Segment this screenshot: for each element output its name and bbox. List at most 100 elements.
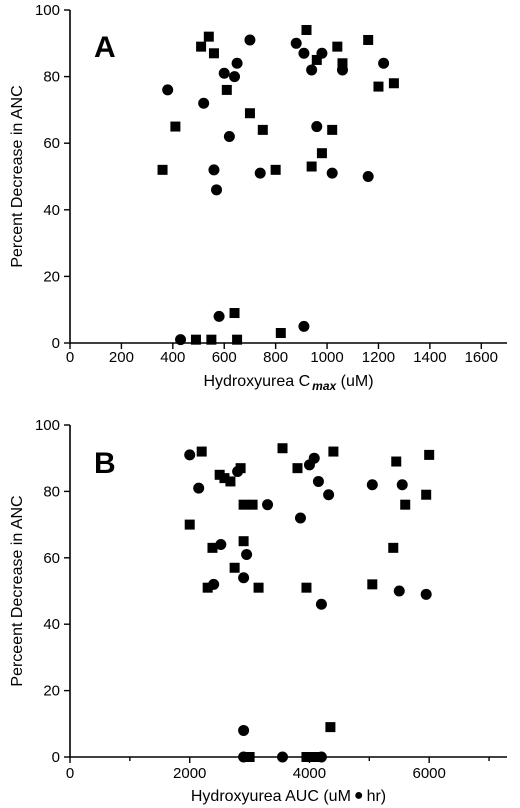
data-point-circle — [362, 171, 374, 182]
data-point-square — [328, 446, 339, 457]
data-point-circle — [315, 598, 327, 610]
data-point-circle — [277, 751, 289, 763]
data-point-circle — [223, 131, 235, 143]
x-tick-label: 200 — [109, 349, 134, 366]
data-point-circle — [323, 489, 335, 501]
y-tick-label: 0 — [52, 749, 60, 766]
x-tick-label: 600 — [212, 349, 237, 366]
x-axis-title: Hydroxyurea AUC (uM ● hr) — [191, 787, 386, 805]
y-tick-label: 100 — [35, 2, 60, 19]
data-point-circle — [244, 34, 256, 46]
x-tick-label: 0 — [66, 765, 74, 782]
x-tick-label: 6000 — [412, 765, 445, 782]
x-tick-label: 1200 — [362, 349, 395, 366]
data-point-square — [301, 752, 312, 762]
data-point-circle — [262, 499, 274, 511]
bullet-glyph: ● — [354, 787, 364, 804]
data-point-circle — [254, 167, 266, 179]
data-point-square — [292, 463, 303, 474]
data-point-square — [301, 582, 312, 593]
x-axis-title-main: Hydroxyurea AUC (uM — [191, 788, 351, 805]
data-point-circle — [396, 479, 408, 491]
data-point-square — [229, 308, 240, 319]
data-point-circle — [298, 47, 310, 59]
data-point-circle — [211, 184, 223, 196]
data-point-circle — [198, 97, 210, 109]
data-point-square — [225, 476, 236, 487]
data-point-square — [325, 722, 336, 733]
panel-letter: B — [94, 447, 116, 480]
data-point-square — [337, 58, 348, 69]
data-point-square — [238, 536, 249, 547]
data-point-square — [232, 334, 243, 345]
data-point-square — [388, 542, 399, 553]
x-tick-label: 2000 — [173, 765, 206, 782]
data-point-circle — [241, 548, 253, 560]
y-tick-label: 80 — [43, 483, 60, 500]
data-point-square — [306, 161, 317, 172]
y-tick-label: 60 — [43, 550, 60, 567]
x-tick-label: 1400 — [413, 349, 446, 366]
data-point-square — [208, 48, 219, 59]
data-point-circle — [294, 512, 306, 524]
x-tick-label: 800 — [263, 349, 288, 366]
data-point-circle — [215, 539, 227, 551]
data-point-square — [235, 463, 246, 474]
data-point-square — [219, 473, 230, 484]
data-point-square — [327, 124, 338, 135]
data-point-square — [207, 542, 218, 553]
data-point-square — [244, 108, 255, 119]
data-point-square — [388, 78, 399, 89]
data-point-circle — [312, 475, 324, 487]
y-tick-label: 60 — [43, 135, 60, 152]
data-point-circle — [311, 121, 323, 133]
data-point-square — [332, 41, 343, 52]
data-point-square — [196, 41, 207, 52]
data-point-square — [244, 752, 255, 762]
data-point-circle — [378, 57, 390, 69]
data-point-circle — [193, 482, 205, 494]
data-point-square — [238, 499, 249, 510]
data-point-square — [391, 456, 402, 467]
x-axis-title-tail: hr) — [367, 788, 387, 805]
data-point-circle — [393, 585, 405, 597]
data-point-square — [424, 449, 435, 460]
data-point-circle — [162, 84, 174, 96]
y-tick-label: 40 — [43, 616, 60, 633]
x-axis-title-subscript: max — [312, 379, 337, 393]
data-point-square — [203, 31, 214, 42]
data-point-square — [400, 499, 411, 510]
data-point-square — [367, 579, 378, 590]
data-point-circle — [213, 310, 225, 322]
data-point-square — [363, 34, 374, 45]
y-tick-label: 40 — [43, 202, 60, 219]
data-point-square — [373, 81, 384, 92]
data-point-circle — [238, 724, 250, 736]
y-tick-label: 100 — [35, 417, 60, 434]
data-point-circle — [231, 57, 243, 69]
y-tick-label: 20 — [43, 683, 60, 700]
data-point-circle — [366, 479, 378, 491]
data-point-square — [421, 489, 432, 500]
y-tick-label: 80 — [43, 69, 60, 86]
data-point-circle — [238, 572, 250, 584]
data-point-square — [257, 124, 268, 135]
data-point-square — [301, 24, 312, 35]
data-point-circle — [308, 452, 320, 464]
x-tick-label: 1000 — [310, 349, 343, 366]
data-point-square — [170, 121, 181, 132]
x-axis-title-unit: (uM) — [336, 373, 373, 390]
y-tick-label: 20 — [43, 268, 60, 285]
data-point-square — [157, 164, 168, 175]
data-point-square — [311, 54, 322, 65]
x-tick-label: 1600 — [465, 349, 498, 366]
data-point-square — [316, 148, 327, 159]
y-tick-label: 0 — [52, 335, 60, 352]
data-point-square — [247, 499, 258, 510]
data-point-circle — [306, 64, 318, 76]
data-point-circle — [218, 67, 230, 79]
data-point-square — [270, 164, 281, 175]
